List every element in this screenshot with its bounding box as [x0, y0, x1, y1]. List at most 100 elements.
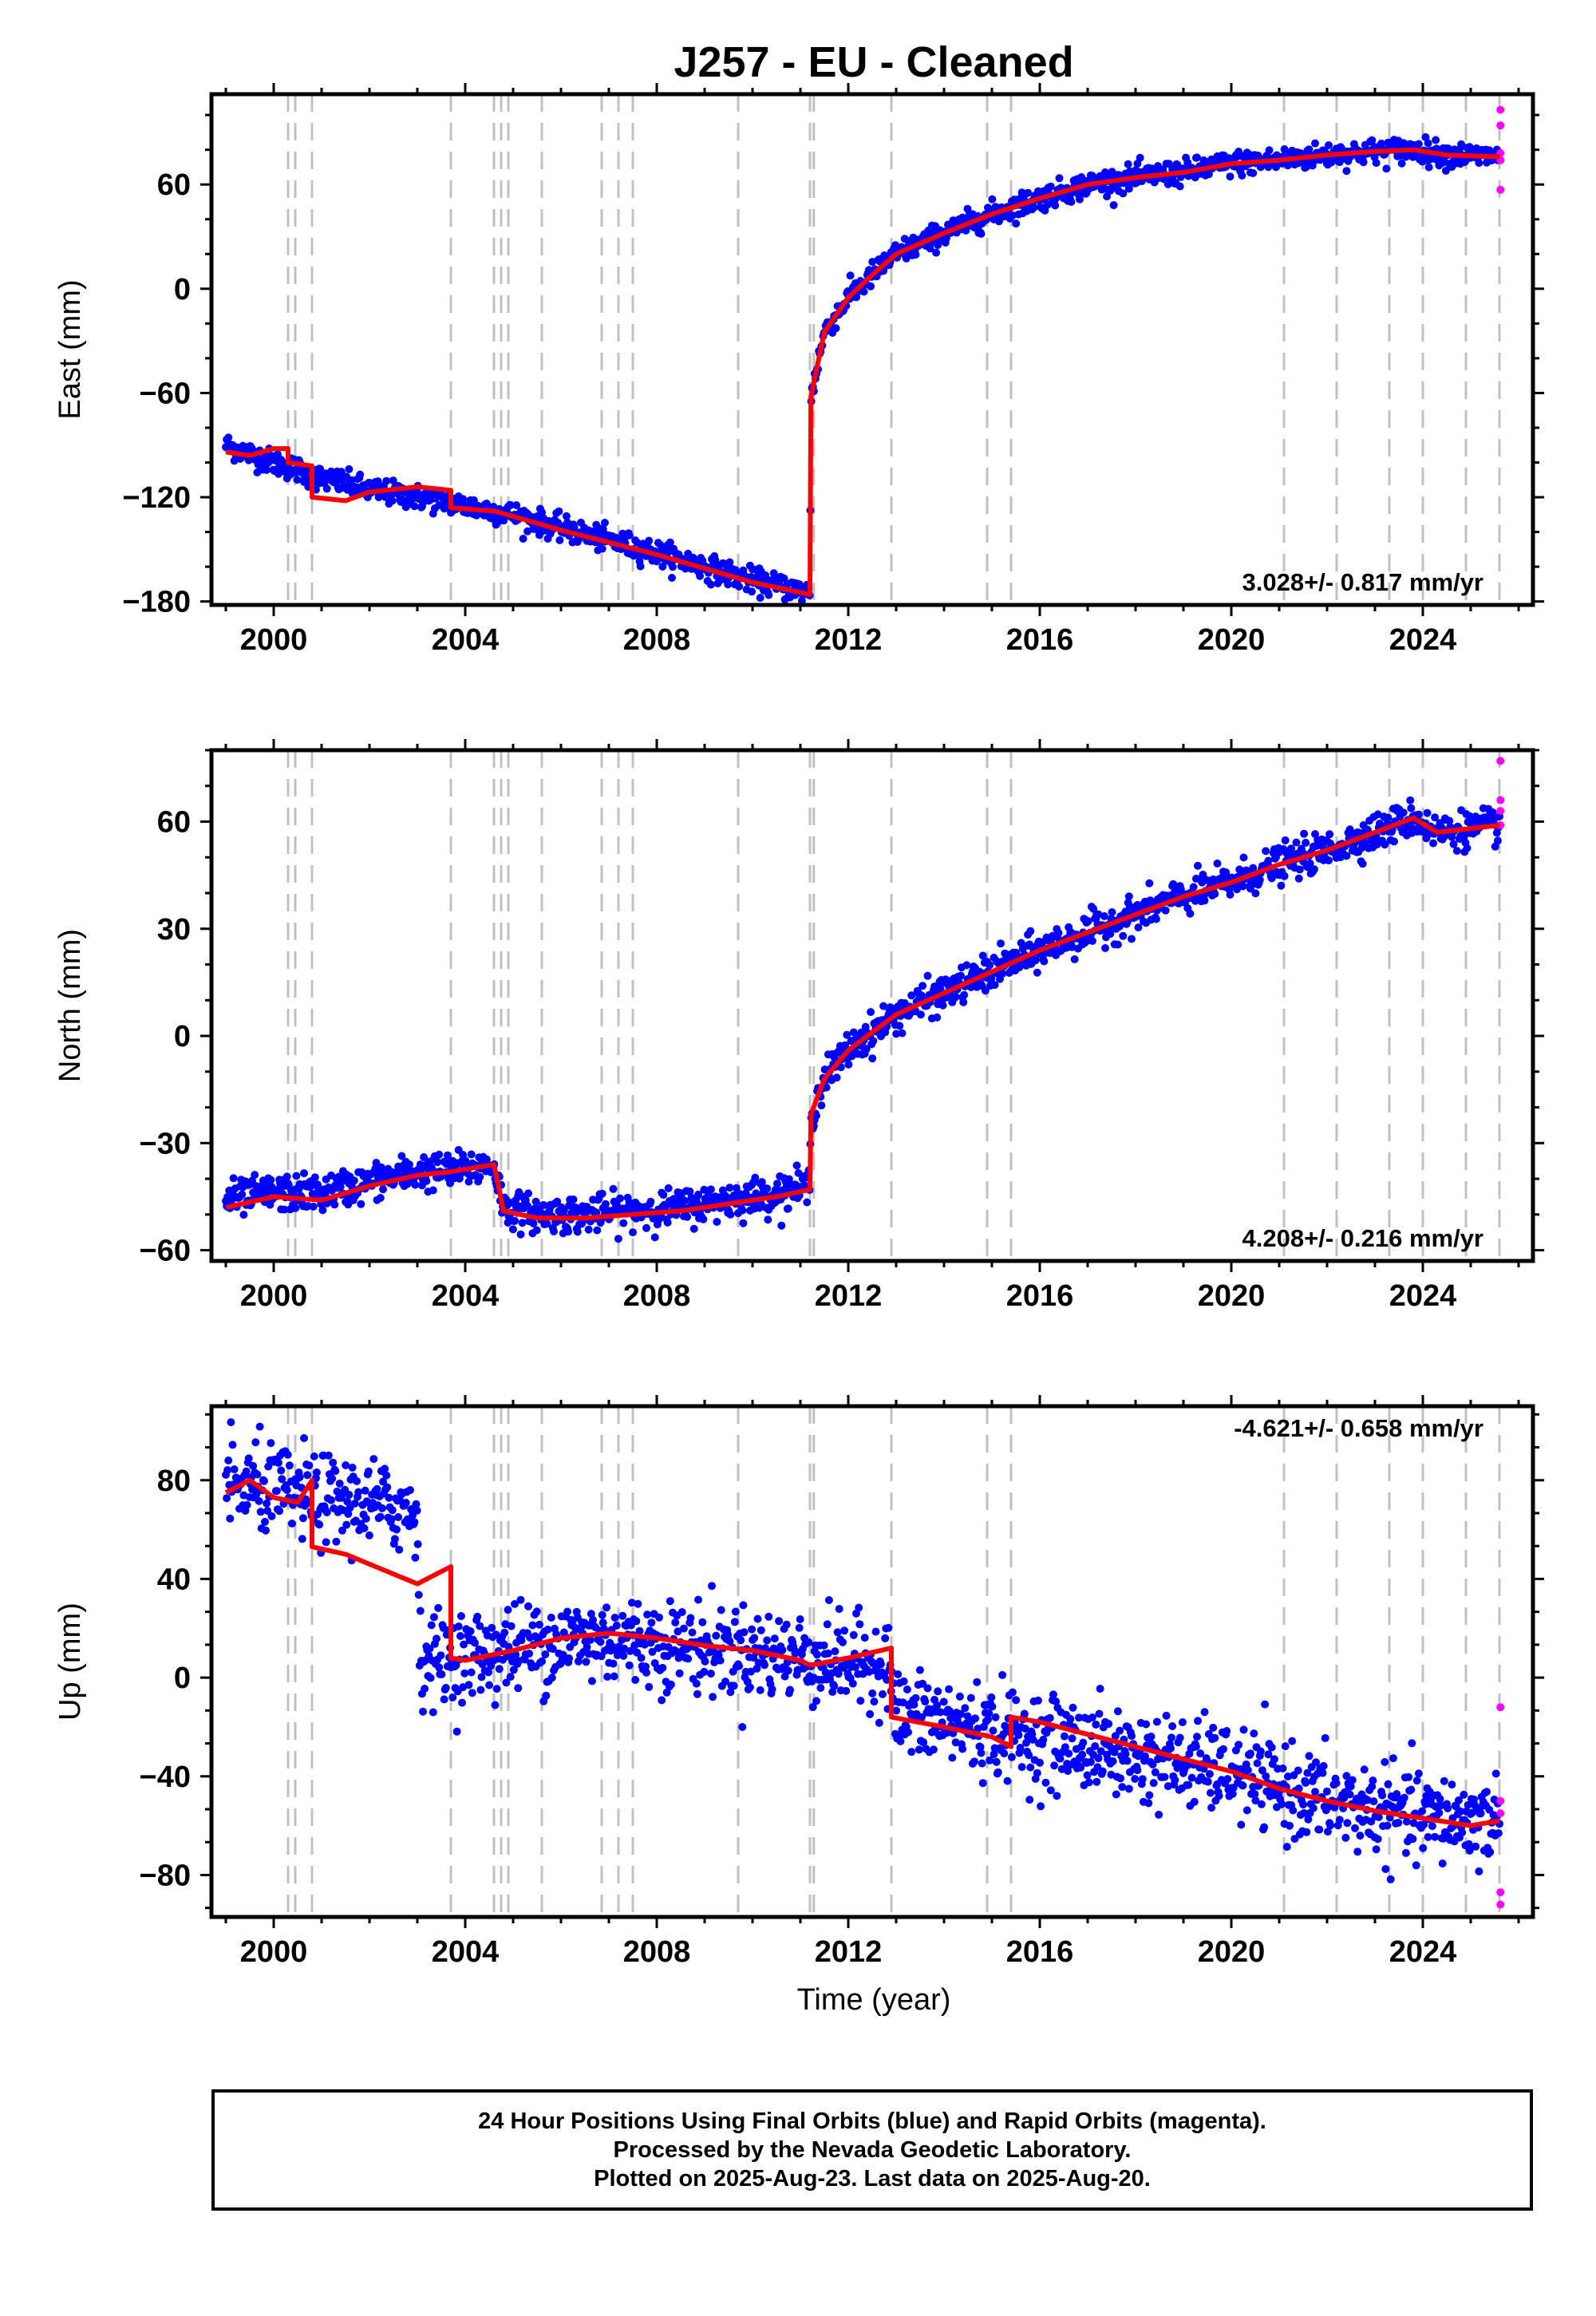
up-final-orbit-point	[1193, 1733, 1201, 1741]
up-final-orbit-point	[369, 1455, 378, 1464]
up-final-orbit-point	[1401, 1848, 1410, 1857]
east-final-orbit-point	[1067, 197, 1076, 206]
north-final-orbit-point	[706, 1185, 715, 1194]
east-final-orbit-point	[1046, 182, 1055, 191]
up-final-orbit-point	[1052, 1697, 1061, 1705]
up-final-orbit-point	[1077, 1763, 1085, 1772]
up-final-orbit-point	[871, 1627, 880, 1636]
up-final-orbit-point	[467, 1668, 476, 1677]
up-final-orbit-point	[835, 1605, 843, 1613]
up-final-orbit-point	[1094, 1754, 1103, 1763]
north-final-orbit-point	[843, 1030, 851, 1039]
up-final-orbit-point	[735, 1662, 744, 1670]
up-x-tick-label: 2016	[1006, 1935, 1074, 1969]
north-final-orbit-point	[1264, 856, 1273, 865]
east-y-axis-label: East (mm)	[53, 279, 87, 419]
up-final-orbit-point	[502, 1678, 511, 1687]
up-final-orbit-point	[1438, 1860, 1447, 1867]
up-final-orbit-point	[812, 1697, 820, 1705]
up-final-orbit-point	[1007, 1753, 1016, 1761]
north-final-orbit-point	[616, 1194, 624, 1203]
up-final-orbit-point	[1343, 1819, 1352, 1828]
up-final-orbit-point	[731, 1607, 740, 1616]
up-final-orbit-point	[655, 1613, 663, 1622]
up-rapid-orbit-point	[1496, 1888, 1505, 1897]
up-final-orbit-point	[918, 1713, 926, 1721]
up-final-orbit-point	[348, 1464, 357, 1472]
up-final-orbit-point	[994, 1768, 1002, 1777]
east-final-orbit-point	[1280, 145, 1289, 153]
east-final-orbit-point	[867, 282, 875, 290]
east-final-orbit-point	[506, 500, 515, 509]
up-final-orbit-point	[870, 1697, 879, 1706]
up-final-orbit-point	[1000, 1749, 1009, 1758]
up-final-orbit-point	[1178, 1718, 1187, 1726]
up-final-orbit-point	[460, 1669, 469, 1678]
up-final-orbit-point	[1407, 1785, 1416, 1794]
up-final-orbit-point	[1326, 1821, 1335, 1830]
north-final-orbit-point	[738, 1206, 747, 1215]
up-final-orbit-point	[406, 1486, 414, 1495]
up-final-orbit-point	[416, 1607, 425, 1615]
north-final-orbit-point	[1287, 844, 1296, 853]
up-final-orbit-point	[1069, 1703, 1077, 1712]
up-final-orbit-point	[1020, 1709, 1029, 1718]
up-final-orbit-point	[876, 1660, 885, 1669]
north-final-orbit-point	[564, 1227, 573, 1236]
north-model-line	[225, 816, 1500, 1221]
up-final-orbit-point	[587, 1677, 596, 1686]
north-final-orbit-point	[960, 990, 969, 999]
east-final-orbit-point	[868, 258, 877, 267]
east-final-orbit-point	[1457, 140, 1466, 148]
up-final-orbit-point	[1404, 1773, 1413, 1781]
north-final-orbit-point	[516, 1230, 525, 1239]
north-final-orbit-point	[683, 1212, 692, 1221]
up-final-orbit-point	[300, 1434, 308, 1442]
up-final-orbit-point	[1345, 1790, 1354, 1799]
up-final-orbit-point	[1253, 1759, 1262, 1768]
north-y-tick-label: 0	[174, 1020, 191, 1053]
north-final-orbit-point	[1423, 808, 1432, 817]
east-final-orbit-point	[1136, 153, 1144, 162]
up-final-orbit-point	[1207, 1804, 1216, 1812]
up-final-orbit-point	[1318, 1769, 1327, 1777]
north-final-orbit-point	[981, 986, 990, 995]
up-final-orbit-point	[632, 1617, 641, 1626]
north-final-orbit-point	[1488, 808, 1497, 816]
up-final-orbit-point	[267, 1512, 276, 1520]
up-final-orbit-point	[413, 1539, 422, 1548]
north-final-orbit-point	[659, 1191, 668, 1199]
east-final-orbit-point	[1305, 145, 1314, 154]
up-final-orbit-point	[729, 1682, 738, 1690]
up-final-orbit-point	[1025, 1751, 1033, 1760]
up-final-orbit-point	[1155, 1810, 1163, 1819]
up-final-orbit-point	[360, 1524, 369, 1532]
up-final-orbit-point	[1483, 1788, 1491, 1796]
up-final-orbit-point	[1045, 1713, 1054, 1722]
north-final-orbit-point	[751, 1173, 760, 1182]
up-final-orbit-point	[1235, 1741, 1243, 1749]
east-model-line	[225, 147, 1500, 597]
up-final-orbit-point	[750, 1634, 759, 1642]
up-final-orbit-point	[1162, 1711, 1171, 1720]
north-final-orbit-point	[1084, 917, 1092, 926]
north-final-orbit-point	[868, 1054, 877, 1063]
up-final-orbit-point	[892, 1706, 901, 1715]
east-final-orbit-point	[263, 465, 271, 474]
footer-line-1: 24 Hour Positions Using Final Orbits (bl…	[478, 2109, 1266, 2134]
up-final-orbit-point	[671, 1618, 680, 1626]
east-final-orbit-point	[1124, 160, 1132, 168]
up-final-orbit-point	[643, 1611, 652, 1619]
north-final-orbit-point	[1026, 927, 1035, 935]
up-final-orbit-point	[894, 1670, 903, 1678]
up-final-orbit-point	[1187, 1773, 1196, 1782]
north-final-orbit-point	[817, 1101, 826, 1110]
up-final-orbit-point	[1393, 1793, 1402, 1802]
up-final-orbit-point	[1256, 1747, 1265, 1756]
north-data-points	[222, 757, 1505, 1243]
up-final-orbit-point	[1144, 1799, 1153, 1808]
up-final-orbit-point	[305, 1461, 314, 1470]
up-final-orbit-point	[1029, 1735, 1037, 1744]
north-final-orbit-point	[794, 1168, 803, 1177]
up-final-orbit-point	[1183, 1761, 1192, 1769]
